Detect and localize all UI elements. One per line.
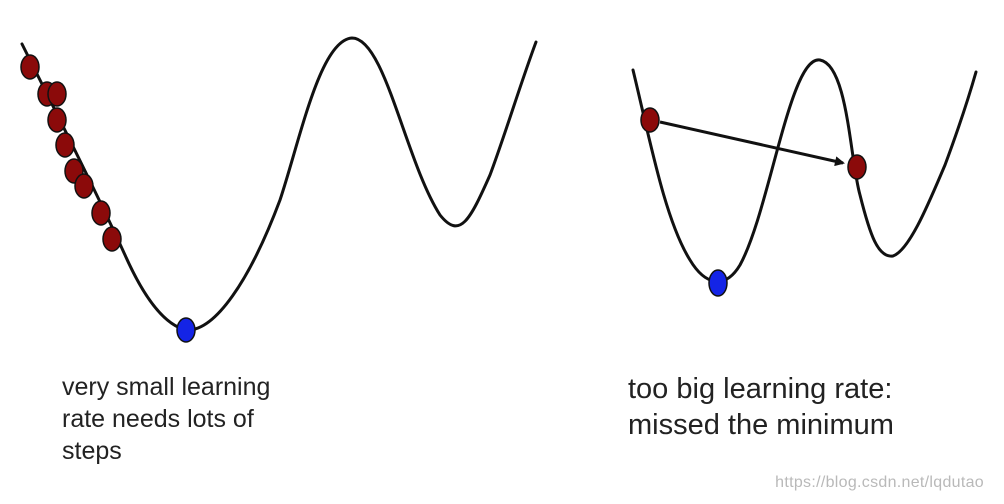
left-caption-line-3: steps bbox=[62, 437, 122, 465]
step-marker-7 bbox=[74, 173, 94, 199]
right-minimum-marker bbox=[708, 269, 728, 297]
left-caption-line-2: rate needs lots of bbox=[62, 405, 254, 433]
right-loss-curve bbox=[631, 58, 978, 283]
step-marker-9 bbox=[102, 226, 122, 252]
step-marker-5 bbox=[55, 132, 75, 158]
step-marker-1 bbox=[20, 54, 40, 80]
left-minimum-marker bbox=[176, 317, 196, 343]
left-step-markers bbox=[20, 54, 122, 252]
left-loss-curve bbox=[20, 36, 538, 332]
right-start-step-marker bbox=[640, 107, 660, 133]
step-marker-4 bbox=[47, 107, 67, 133]
left-caption: very small learning rate needs lots of s… bbox=[62, 371, 270, 467]
watermark-url: https://blog.csdn.net/lqdutao bbox=[775, 474, 984, 491]
right-panel bbox=[631, 58, 978, 297]
left-panel bbox=[20, 36, 538, 343]
right-end-step-marker bbox=[847, 154, 867, 180]
step-marker-8 bbox=[91, 200, 111, 226]
right-caption-line-1: too big learning rate: bbox=[628, 373, 893, 405]
arrow-right-icon bbox=[659, 120, 845, 167]
right-caption-line-2: missed the minimum bbox=[628, 409, 894, 441]
step-marker-3 bbox=[47, 81, 67, 107]
left-caption-line-1: very small learning bbox=[62, 373, 271, 401]
right-caption: too big learning rate: missed the minimu… bbox=[628, 371, 894, 443]
